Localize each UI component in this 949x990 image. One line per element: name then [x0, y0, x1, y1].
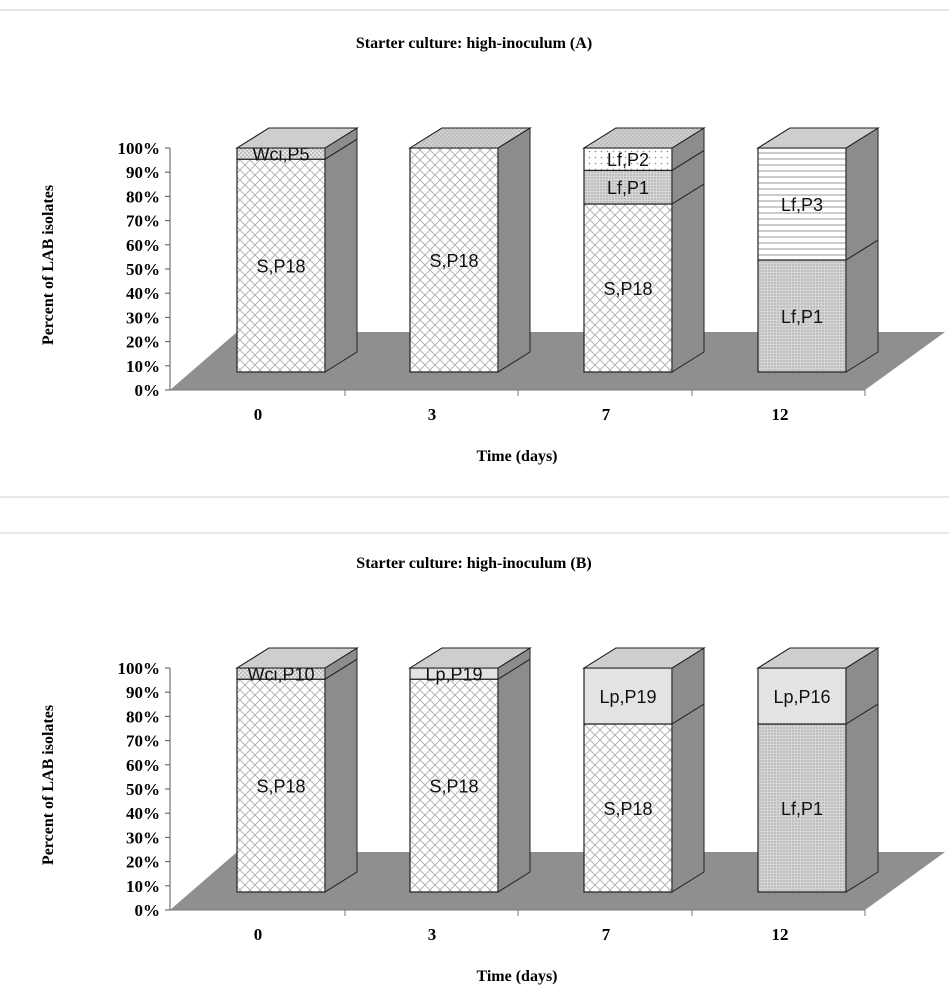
y-tick-label: 0% — [135, 381, 161, 400]
segment-label: Lf,P1 — [781, 799, 823, 819]
segment-label: Wci,P10 — [247, 665, 314, 685]
x-tick-label: 0 — [254, 405, 263, 424]
x-tick-label: 3 — [428, 405, 437, 424]
chart-floor — [170, 852, 945, 910]
x-tick-label: 0 — [254, 925, 263, 944]
bar-top-shade — [408, 647, 532, 669]
y-tick-label: 90% — [126, 683, 160, 702]
bar-segment — [757, 667, 847, 725]
segment-label: Lf,P2 — [607, 150, 649, 170]
segment-label: Lp,P19 — [599, 687, 656, 707]
bar-3: S,P18 Lp,P19 — [408, 647, 532, 893]
bar-segment — [583, 203, 673, 373]
y-tick-label: 50% — [126, 780, 160, 799]
bar-12: Lf,P1 Lf,P3 — [756, 127, 880, 373]
x-axis-label: Time (days) — [476, 968, 557, 985]
y-tick-label: 10% — [126, 357, 160, 376]
x-tick-label: 7 — [602, 925, 611, 944]
bar-7: S,P18 Lf,P1 Lf,P2 — [582, 127, 706, 373]
y-tick-label: 80% — [126, 187, 160, 206]
bar-segment-side — [845, 703, 879, 893]
segment-label: Lp,P16 — [773, 687, 830, 707]
bar-segment — [409, 147, 499, 373]
x-tick-label: 12 — [772, 405, 789, 424]
segment-label: S,P18 — [429, 777, 478, 797]
segment-label: Lf,P1 — [607, 178, 649, 198]
bar-top-shade — [582, 647, 706, 669]
y-tick-label: 80% — [126, 707, 160, 726]
bar-3: S,P18 — [408, 127, 532, 373]
chart-panel-a: Starter culture: high-inoculum (A) 0% 10% 2… — [40, 35, 945, 465]
bar-top-shade — [235, 127, 359, 149]
segment-label: S,P18 — [256, 777, 305, 797]
bar-segment-side — [497, 127, 531, 373]
bar-top-shade — [756, 127, 880, 149]
chart-title: Starter culture: high-inoculum (B) — [356, 555, 591, 572]
y-tick-label: 70% — [126, 212, 160, 231]
bar-segment — [236, 158, 326, 373]
y-tick-label: 70% — [126, 732, 160, 751]
y-tick-label: 20% — [126, 333, 160, 352]
bar-7: S,P18 Lp,P19 — [582, 647, 706, 893]
chart-panel-b: Starter culture: high-inoculum (B) 0% 10% 2… — [40, 555, 945, 985]
bar-top-shade — [408, 127, 532, 149]
bar-segment-side — [671, 183, 705, 373]
segment-label: Lp,P19 — [425, 665, 482, 685]
y-axis-label: Percent of LAB isolates — [40, 705, 57, 865]
y-tick-label: 60% — [126, 236, 160, 255]
y-tick-label: 100% — [118, 139, 161, 158]
y-tick-label: 10% — [126, 877, 160, 896]
bar-segment — [583, 169, 673, 205]
bar-segment — [409, 678, 499, 893]
x-axis-label: Time (days) — [476, 448, 557, 465]
chart-title: Starter culture: high-inoculum (A) — [356, 35, 592, 52]
bar-top-shade — [235, 647, 359, 669]
y-tick-label: 40% — [126, 804, 160, 823]
y-tick-label: 20% — [126, 853, 160, 872]
bar-segment-side — [671, 703, 705, 893]
x-tick-label: 3 — [428, 925, 437, 944]
segment-label: S,P18 — [603, 799, 652, 819]
segment-label: S,P18 — [429, 251, 478, 271]
x-tick-label: 7 — [602, 405, 611, 424]
y-tick-label: 0% — [135, 901, 161, 920]
y-tick-label: 90% — [126, 163, 160, 182]
bar-segment-side — [845, 127, 879, 261]
bar-segment — [757, 723, 847, 893]
y-tick-label: 30% — [126, 828, 160, 847]
bar-segment-side — [324, 138, 358, 373]
bar-top-shade — [582, 127, 706, 149]
y-axis-label: Percent of LAB isolates — [40, 185, 57, 345]
segment-label: S,P18 — [603, 279, 652, 299]
bar-12: Lf,P1 Lp,P16 — [756, 647, 880, 893]
bar-segment — [236, 678, 326, 893]
bar-0: S,P18 Wci,P5 — [235, 127, 359, 373]
y-tick-label: 100% — [118, 659, 161, 678]
x-tick-label: 12 — [772, 925, 789, 944]
bar-segment-side — [845, 239, 879, 373]
bar-top-shade — [756, 647, 880, 669]
y-tick-label: 50% — [126, 260, 160, 279]
y-tick-label: 60% — [126, 756, 160, 775]
chart-floor — [170, 332, 945, 390]
bar-segment-side — [324, 658, 358, 893]
segment-label: Wci,P5 — [252, 145, 309, 165]
segment-label: S,P18 — [256, 257, 305, 277]
y-tick-label: 30% — [126, 308, 160, 327]
bar-segment — [757, 147, 847, 261]
bar-segment-side — [497, 658, 531, 893]
segment-label: Lf,P3 — [781, 195, 823, 215]
y-tick-label: 40% — [126, 284, 160, 303]
segment-label: Lf,P1 — [781, 307, 823, 327]
bar-0: S,P18 Wci,P10 — [235, 647, 359, 893]
